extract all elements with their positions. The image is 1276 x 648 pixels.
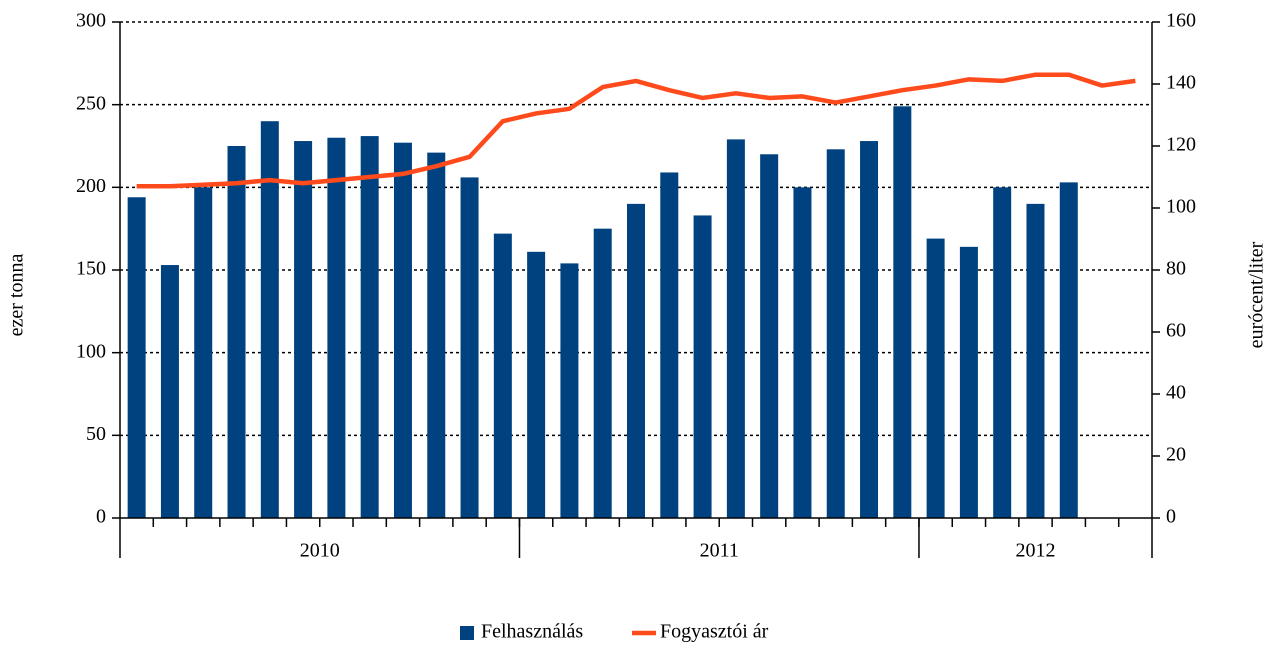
y2-tick-label: 120 (1166, 134, 1196, 156)
bar (393, 142, 412, 518)
bar (127, 197, 146, 518)
bar (760, 154, 779, 518)
bar (860, 141, 879, 519)
y-tick-label: 0 (96, 506, 106, 528)
legend-label: Fogyasztói ár (660, 621, 769, 643)
bar (427, 152, 446, 518)
bar (593, 228, 612, 518)
bar (227, 146, 246, 518)
line (136, 72, 1136, 189)
bar (160, 265, 179, 518)
bar (560, 263, 579, 518)
y2-tick-label: 140 (1166, 72, 1196, 94)
y-tick-label: 150 (76, 258, 106, 280)
bar (360, 136, 379, 518)
bar (893, 106, 912, 518)
bar (493, 233, 512, 519)
bar (194, 187, 213, 519)
legend-label: Felhasználás (481, 621, 583, 643)
bar (260, 121, 279, 518)
y2-tick-label: 60 (1166, 320, 1186, 342)
y2-tick-label: 40 (1166, 382, 1186, 404)
y-tick-label: 250 (76, 92, 106, 114)
y-tick-label: 50 (86, 423, 106, 445)
y2-tick-label: 80 (1166, 258, 1186, 280)
bar (826, 149, 845, 518)
y2-tick-label: 160 (1166, 10, 1196, 32)
bar (327, 137, 346, 518)
bar (660, 172, 679, 518)
bar (627, 203, 645, 518)
bar (793, 187, 812, 519)
group-label: 2010 (300, 540, 340, 562)
bar (527, 251, 546, 518)
bar (959, 246, 978, 518)
y-axis-title: ezer tonna (6, 254, 28, 337)
y-tick-label: 300 (76, 10, 106, 32)
bar (993, 187, 1012, 519)
y2-tick-label: 100 (1166, 196, 1196, 218)
legend-swatch (460, 626, 474, 640)
bar (460, 177, 479, 518)
y-tick-label: 200 (76, 175, 106, 197)
y2-axis-title: eurócent/liter (1246, 241, 1268, 348)
bar (726, 139, 745, 519)
bar (693, 215, 712, 518)
y2-tick-label: 20 (1166, 444, 1186, 466)
bar (1026, 203, 1045, 518)
y-tick-label: 100 (76, 340, 106, 362)
y2-tick-label: 0 (1166, 506, 1176, 528)
bar (294, 141, 313, 519)
group-label: 2012 (1015, 540, 1055, 562)
bar (926, 238, 945, 518)
group-label: 2011 (700, 540, 739, 562)
bar (1059, 182, 1078, 518)
